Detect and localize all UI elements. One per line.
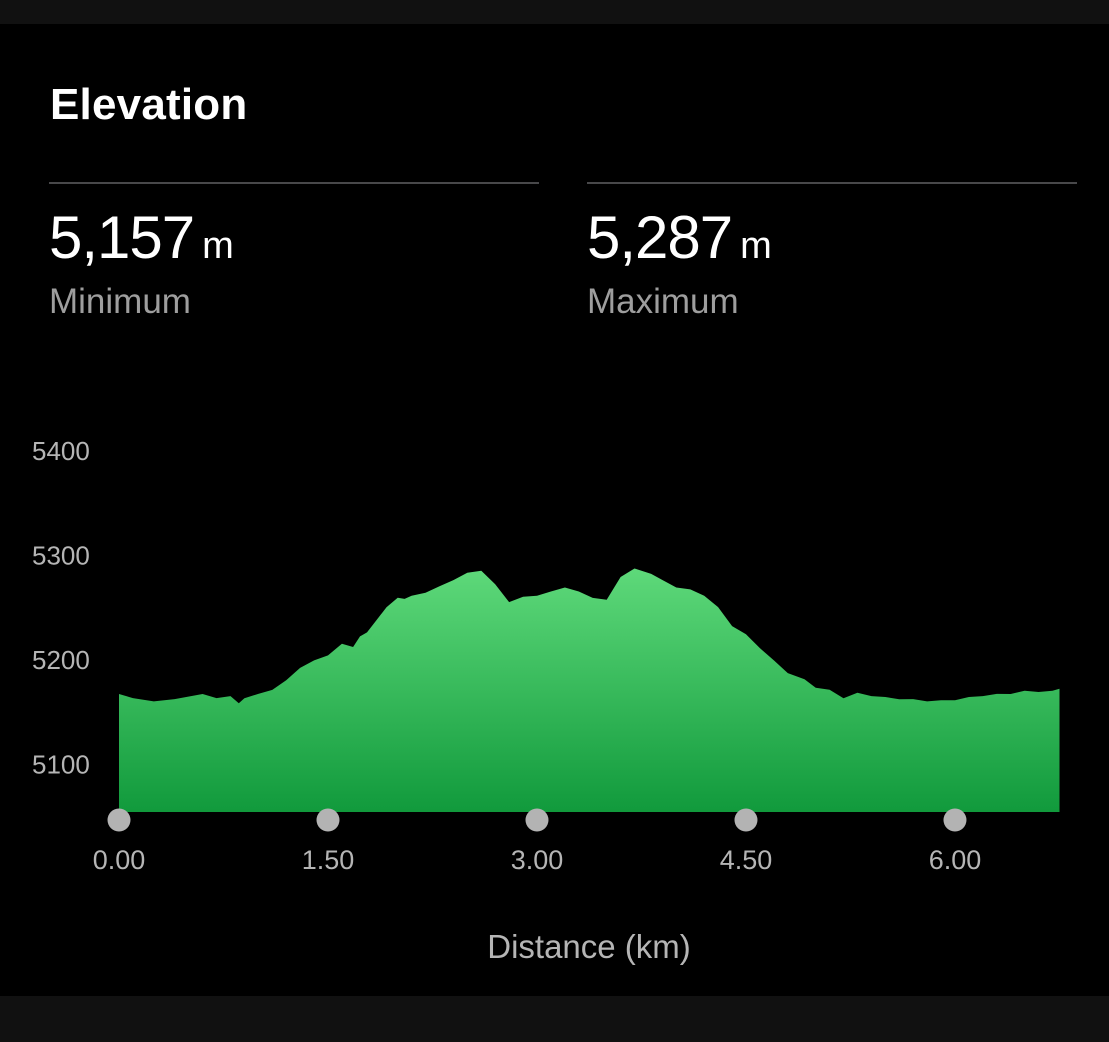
y-tick-label: 5400 bbox=[32, 436, 90, 466]
maximum-value: 5,287 bbox=[587, 204, 733, 271]
y-tick-label: 5100 bbox=[32, 750, 90, 780]
elevation-chart: 5400 5300 5200 5100 0.00 1.50 3.00 4.50 6.00 Di… bbox=[32, 436, 1060, 965]
maximum-stat: 5,287 m Maximum bbox=[587, 182, 1077, 322]
x-tick-label: 6.00 bbox=[929, 845, 982, 875]
card-title: Elevation bbox=[50, 80, 248, 129]
x-tick-label: 1.50 bbox=[302, 845, 355, 875]
maximum-label: Maximum bbox=[587, 282, 739, 321]
minimum-unit: m bbox=[202, 225, 234, 267]
x-tick-marker bbox=[107, 808, 131, 832]
x-tick-label: 3.00 bbox=[511, 845, 564, 875]
x-tick-label: 4.50 bbox=[720, 845, 773, 875]
x-axis: 0.00 1.50 3.00 4.50 6.00 bbox=[93, 808, 982, 875]
minimum-label: Minimum bbox=[49, 282, 191, 321]
y-tick-label: 5200 bbox=[32, 645, 90, 675]
x-tick-label: 0.00 bbox=[93, 845, 146, 875]
x-tick-marker bbox=[943, 808, 967, 832]
maximum-unit: m bbox=[740, 225, 772, 267]
divider bbox=[587, 182, 1077, 184]
x-axis-title: Distance (km) bbox=[487, 928, 691, 965]
y-axis: 5400 5300 5200 5100 bbox=[32, 436, 90, 780]
y-tick-label: 5300 bbox=[32, 541, 90, 571]
x-tick-marker bbox=[734, 808, 758, 832]
minimum-value: 5,157 bbox=[49, 204, 195, 271]
x-tick-marker bbox=[316, 808, 340, 832]
minimum-stat: 5,157 m Minimum bbox=[49, 182, 539, 322]
elevation-card: Elevation 5,157 m Minimum 5,287 m Maximum … bbox=[0, 24, 1109, 996]
elevation-area bbox=[119, 568, 1060, 812]
divider bbox=[49, 182, 539, 184]
x-tick-marker bbox=[525, 808, 549, 832]
